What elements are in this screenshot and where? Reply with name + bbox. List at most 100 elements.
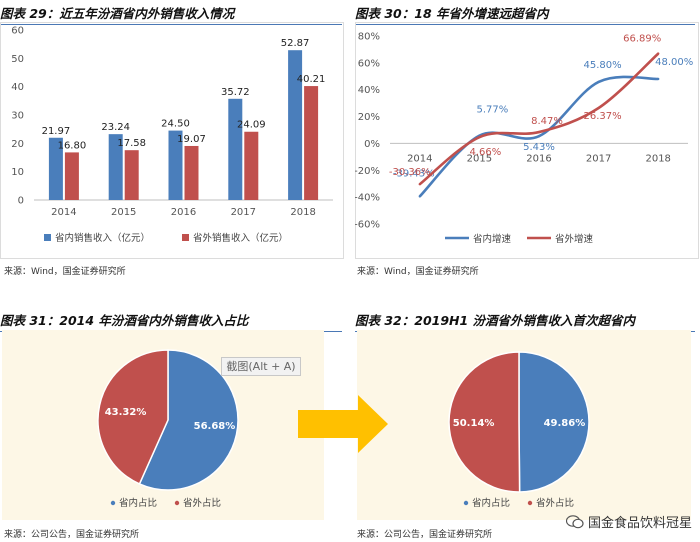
- screenshot-hint-overlay: 截图(Alt + A): [221, 357, 301, 376]
- bar: [304, 86, 319, 200]
- bar: [48, 137, 63, 200]
- pie-chart-32: 49.86% 50.14% 省内占比 省外占比: [357, 330, 691, 520]
- legend-swatch: [110, 500, 116, 506]
- y-tick-label: -60%: [355, 220, 380, 231]
- data-label: 45.80%: [584, 60, 622, 71]
- legend-label: 省外增速: [555, 233, 594, 245]
- x-tick-label: 2015: [111, 207, 136, 218]
- bar: [168, 130, 183, 200]
- legend-label: 省内占比: [472, 497, 510, 509]
- y-tick-label: 10: [11, 167, 24, 178]
- legend-swatch: [182, 234, 189, 241]
- data-point: [418, 195, 421, 198]
- data-point: [478, 135, 481, 139]
- data-label: 5.43%: [523, 142, 555, 153]
- y-tick-label: 20: [11, 139, 24, 150]
- data-label: 8.47%: [531, 116, 563, 127]
- pie-slice: [518, 351, 590, 493]
- data-label: 40.21: [297, 74, 326, 85]
- data-point: [597, 80, 600, 84]
- data-label: 66.89%: [623, 34, 661, 45]
- watermark-text: 国金食品饮料冠星: [587, 516, 692, 531]
- y-tick-label: 20%: [358, 112, 380, 123]
- bar: [64, 152, 79, 200]
- data-label: 5.77%: [477, 105, 509, 116]
- data-point: [537, 130, 541, 134]
- y-tick-label: 0: [18, 196, 24, 207]
- figure-30-source: 来源：Wind，国金证券研究所: [357, 267, 479, 277]
- legend-swatch: [174, 500, 180, 506]
- slice-label: 50.14%: [453, 418, 495, 429]
- x-tick-label: 2015: [467, 153, 492, 164]
- chart-border: [0, 22, 344, 259]
- legend-swatch: [463, 500, 469, 506]
- x-tick-label: 2016: [526, 153, 551, 164]
- bar-chart-29-svg: 0 10 20 30 40 50 60 2014 21.97 16.80 2015 23.24 17.5…: [0, 22, 344, 259]
- slice-label: 49.86%: [544, 418, 586, 429]
- pie-chart-31: 56.68% 43.32% 省内占比 省外占比: [2, 330, 324, 520]
- y-tick-label: 50: [11, 54, 24, 65]
- data-label: 35.72: [221, 87, 250, 98]
- bar: [288, 50, 303, 201]
- bar: [228, 98, 243, 200]
- data-point: [657, 52, 660, 55]
- right-arrow-icon: [298, 395, 388, 453]
- x-tick-label: 2017: [231, 207, 256, 218]
- y-tick-label: 60: [11, 26, 24, 37]
- chart-border: [355, 22, 699, 259]
- y-tick-label: 0%: [364, 139, 380, 150]
- y-tick-label: 80%: [358, 32, 380, 43]
- pie-slice: [138, 349, 239, 491]
- y-tick-label: 30: [11, 111, 24, 122]
- y-tick-label: -20%: [355, 166, 380, 177]
- x-tick-label: 2014: [51, 207, 76, 218]
- figure-32-source: 来源：公司公告，国金证券研究所: [357, 530, 493, 540]
- figure-31: 图表 31：2014 年汾酒省内外销售收入占比 56.68% 43.32% 省内占比…: [0, 308, 345, 542]
- wechat-icon: [565, 515, 584, 529]
- pie-chart-31-svg: 56.68% 43.32% 省内占比 省外占比: [97, 349, 239, 509]
- legend-label: 省内占比: [119, 497, 157, 509]
- bar: [108, 134, 123, 200]
- data-point: [418, 182, 421, 186]
- data-label: 16.80: [58, 140, 87, 151]
- legend-label: 省外占比: [183, 497, 221, 509]
- data-label: 23.24: [101, 122, 130, 133]
- data-label: 24.50: [161, 119, 190, 130]
- x-tick-label: 2018: [645, 153, 670, 164]
- x-tick-label: 2014: [407, 153, 432, 164]
- figure-30-title: 图表 30：18 年省外增速远超省内: [355, 3, 695, 25]
- pie-slice: [448, 351, 521, 493]
- data-point: [657, 77, 660, 81]
- bar: [124, 150, 139, 200]
- figure-31-source: 来源：公司公告，国金证券研究所: [4, 530, 140, 540]
- watermark: 国金食品饮料冠星: [565, 512, 692, 531]
- bar: [184, 145, 199, 200]
- figure-29-title: 图表 29：近五年汾酒省内外销售收入情况: [0, 3, 342, 25]
- x-tick-label: 2017: [586, 153, 611, 164]
- data-point: [597, 106, 600, 110]
- data-label: 19.07: [177, 134, 206, 145]
- x-tick-label: 2018: [290, 207, 315, 218]
- y-tick-label: 60%: [358, 58, 380, 69]
- line-chart-30: -60% -40% -20% 0% 20% 40% 60% 80% 2014 2015 2016 20…: [355, 22, 700, 260]
- legend-label: 省内增速: [473, 233, 512, 245]
- y-tick-label: -40%: [355, 193, 380, 204]
- data-label: 4.66%: [470, 147, 502, 158]
- y-tick-label: 40%: [358, 85, 380, 96]
- data-label: 26.37%: [584, 111, 622, 122]
- legend-label: 省外销售收入（亿元）: [193, 232, 288, 244]
- data-label: -30.36%: [389, 167, 431, 178]
- figure-31-title: 图表 31：2014 年汾酒省内外销售收入占比: [0, 310, 342, 332]
- data-label: 21.97: [42, 126, 71, 137]
- figure-29-source: 来源：Wind，国金证券研究所: [4, 267, 126, 277]
- bar-chart-29: 0 10 20 30 40 50 60 2014 21.97 16.80 2015 23.24 17.5…: [0, 22, 345, 260]
- data-label: 48.00%: [655, 57, 693, 68]
- data-point: [537, 134, 541, 138]
- data-label: -39.43%: [393, 168, 435, 179]
- bar: [244, 131, 259, 200]
- figure-32: 图表 32：2019H1 汾酒省外销售收入首次超省内 49.86% 50.14% 省…: [355, 308, 700, 542]
- pie-chart-32-svg: 49.86% 50.14% 省内占比 省外占比: [448, 351, 590, 509]
- slice-label: 56.68%: [194, 421, 236, 432]
- y-tick-label: 40: [11, 82, 24, 93]
- data-label: 24.09: [237, 120, 266, 131]
